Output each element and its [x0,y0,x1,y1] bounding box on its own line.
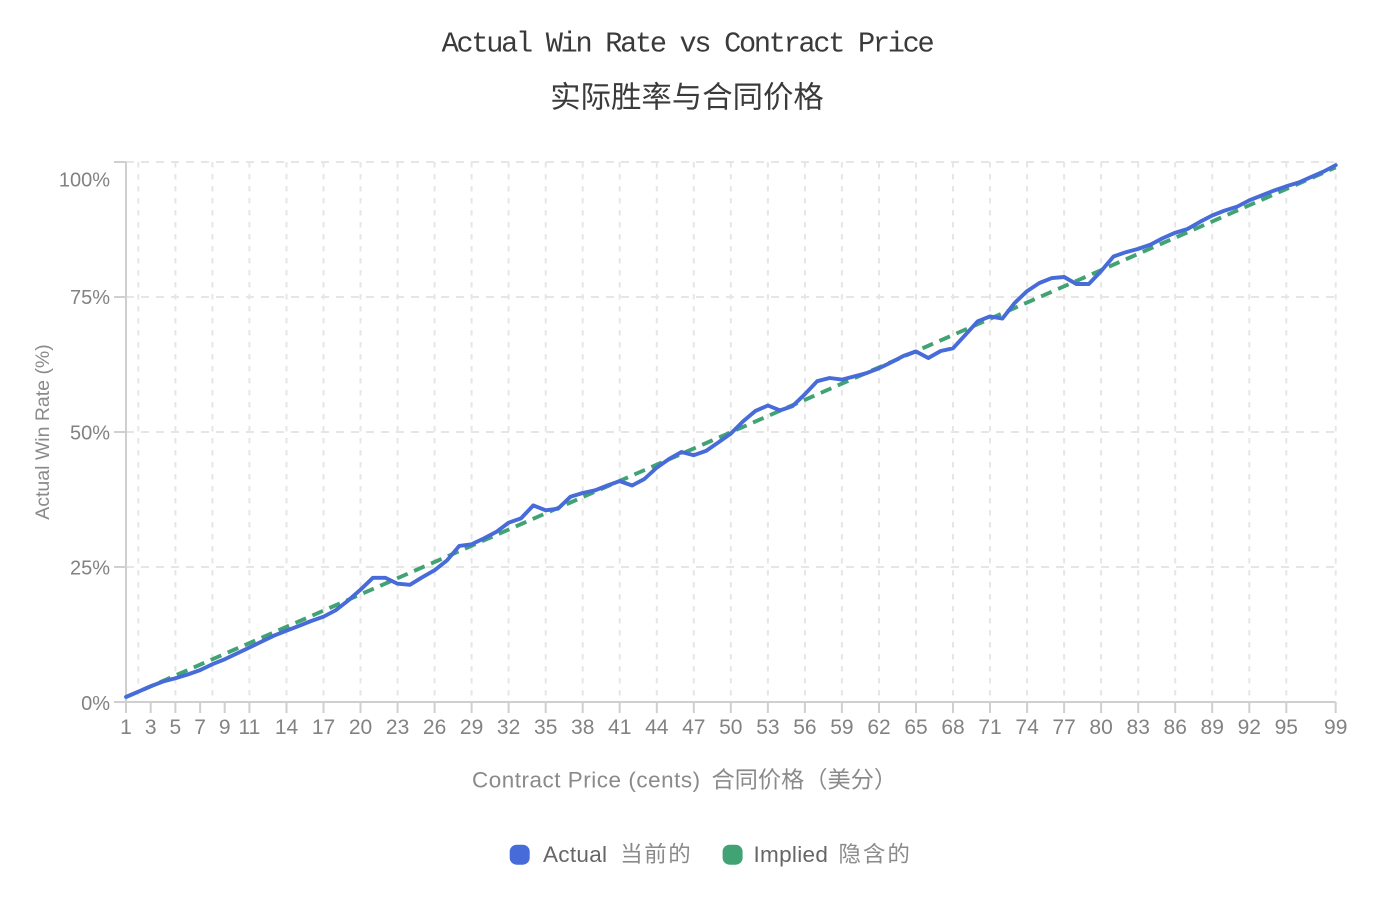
svg-text:75%: 75% [70,287,110,309]
svg-text:25%: 25% [70,557,110,579]
svg-text:77: 77 [1052,716,1075,739]
svg-text:50: 50 [719,716,742,739]
svg-text:59: 59 [830,716,853,739]
svg-text:14: 14 [275,716,299,739]
svg-text:92: 92 [1238,716,1261,739]
svg-text:71: 71 [978,716,1001,739]
svg-text:65: 65 [904,716,927,739]
svg-text:89: 89 [1201,716,1224,739]
svg-text:53: 53 [756,716,779,739]
svg-text:29: 29 [460,716,483,739]
svg-text:32: 32 [497,716,520,739]
svg-text:35: 35 [534,716,557,739]
svg-text:80: 80 [1089,716,1112,739]
svg-text:Actual Win Rate (%): Actual Win Rate (%) [32,344,54,520]
svg-text:47: 47 [682,716,705,739]
svg-text:11: 11 [238,716,260,739]
svg-text:Contract Price (cents): Contract Price (cents) [472,768,701,793]
svg-text:Implied: Implied [754,842,829,867]
svg-text:86: 86 [1164,716,1187,739]
svg-text:26: 26 [423,716,446,739]
svg-text:68: 68 [941,716,964,739]
svg-text:5: 5 [170,716,182,739]
svg-text:62: 62 [867,716,890,739]
svg-text:41: 41 [608,716,631,739]
svg-text:44: 44 [645,716,669,739]
svg-text:38: 38 [571,716,594,739]
svg-text:0%: 0% [81,693,110,715]
svg-text:9: 9 [219,716,231,739]
svg-text:100%: 100% [59,169,110,191]
svg-text:99: 99 [1324,716,1347,739]
svg-text:20: 20 [349,716,372,739]
svg-text:Actual Win Rate vs Contract Pr: Actual Win Rate vs Contract Price [442,27,934,60]
svg-text:Actual: Actual [543,842,607,867]
svg-text:17: 17 [312,716,335,739]
svg-text:50%: 50% [70,422,110,444]
svg-text:3: 3 [145,716,157,739]
svg-text:74: 74 [1015,716,1039,739]
svg-text:7: 7 [194,716,206,739]
svg-text:23: 23 [386,716,409,739]
svg-text:83: 83 [1127,716,1150,739]
svg-text:56: 56 [793,716,816,739]
svg-text:95: 95 [1275,716,1298,739]
svg-text:1: 1 [120,716,132,739]
